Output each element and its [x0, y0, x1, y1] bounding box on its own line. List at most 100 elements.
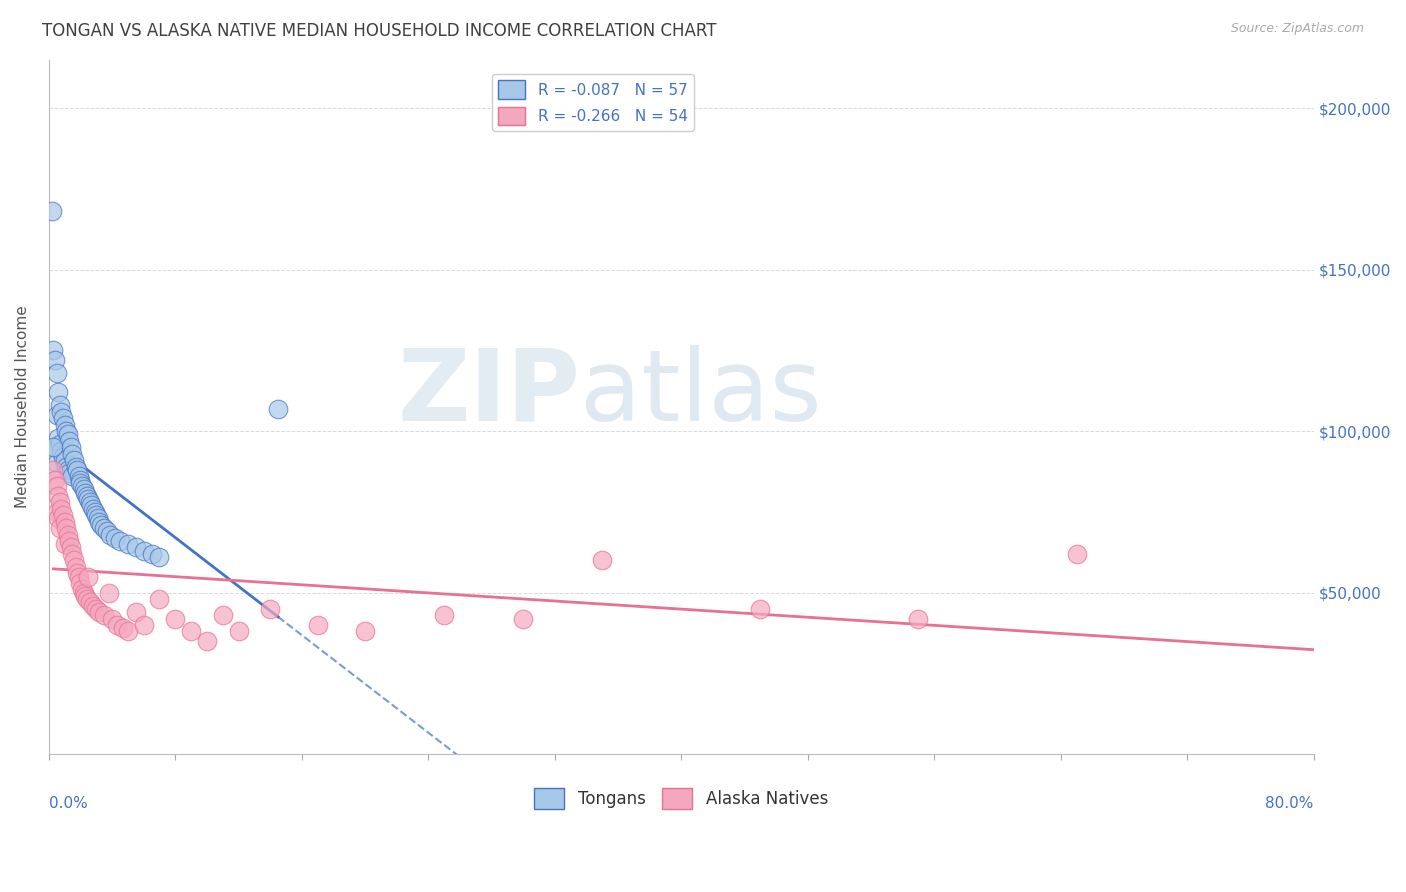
Point: [180, 624, 202, 639]
Point: [42, 463, 65, 477]
Point: [63, 553, 86, 567]
Point: [51, 405, 73, 419]
Point: [62, 469, 84, 483]
Point: [62, 547, 84, 561]
Point: [72, 585, 94, 599]
Point: [267, 401, 290, 416]
Point: [52, 450, 75, 464]
Point: [82, 501, 104, 516]
Point: [80, 499, 103, 513]
Point: [55, 521, 77, 535]
Point: [45, 505, 67, 519]
Point: [44, 353, 66, 368]
Point: [55, 459, 77, 474]
Point: [45, 366, 67, 380]
Point: [749, 602, 772, 616]
Point: [62, 447, 84, 461]
Point: [97, 585, 120, 599]
Point: [41, 204, 63, 219]
Point: [56, 527, 79, 541]
Point: [77, 491, 100, 506]
Point: [65, 559, 87, 574]
Point: [59, 440, 82, 454]
Text: Source: ZipAtlas.com: Source: ZipAtlas.com: [1230, 22, 1364, 36]
Point: [45, 457, 67, 471]
Point: [211, 608, 233, 623]
Point: [117, 624, 139, 639]
Point: [42, 343, 65, 358]
Point: [42, 440, 65, 454]
Point: [195, 634, 218, 648]
Point: [259, 602, 281, 616]
Point: [58, 434, 80, 448]
Point: [69, 475, 91, 490]
Point: [56, 463, 79, 477]
Point: [104, 531, 127, 545]
Point: [66, 566, 89, 581]
Point: [44, 440, 66, 454]
Point: [354, 624, 377, 639]
Point: [70, 582, 93, 597]
Point: [117, 537, 139, 551]
Point: [79, 495, 101, 509]
Point: [55, 424, 77, 438]
Point: [44, 473, 66, 487]
Point: [49, 437, 72, 451]
Point: [53, 537, 76, 551]
Text: ZIP: ZIP: [396, 344, 581, 442]
Point: [83, 505, 105, 519]
Point: [96, 524, 118, 539]
Point: [84, 508, 107, 523]
Point: [148, 550, 170, 565]
Point: [49, 521, 72, 535]
Point: [51, 443, 73, 458]
Point: [53, 417, 76, 432]
Point: [228, 624, 250, 639]
Point: [45, 408, 67, 422]
Point: [58, 533, 80, 548]
Point: [90, 517, 112, 532]
Point: [69, 576, 91, 591]
Point: [46, 511, 69, 525]
Point: [72, 483, 94, 497]
Point: [105, 618, 128, 632]
Point: [75, 589, 97, 603]
Point: [46, 385, 69, 400]
Point: [52, 411, 75, 425]
Point: [125, 541, 148, 555]
Point: [75, 485, 97, 500]
Point: [63, 453, 86, 467]
Point: [93, 608, 115, 623]
Point: [66, 463, 89, 477]
Point: [433, 608, 456, 623]
Legend: Tongans, Alaska Natives: Tongans, Alaska Natives: [527, 781, 835, 815]
Point: [46, 489, 69, 503]
Point: [93, 521, 115, 535]
Text: atlas: atlas: [581, 344, 821, 442]
Point: [132, 543, 155, 558]
Point: [79, 595, 101, 609]
Point: [76, 592, 98, 607]
Point: [58, 466, 80, 480]
Point: [141, 547, 163, 561]
Point: [52, 508, 75, 523]
Point: [70, 479, 93, 493]
Point: [89, 515, 111, 529]
Point: [77, 569, 100, 583]
Point: [49, 398, 72, 412]
Y-axis label: Median Household Income: Median Household Income: [15, 306, 30, 508]
Point: [307, 618, 329, 632]
Point: [59, 541, 82, 555]
Point: [49, 495, 72, 509]
Text: TONGAN VS ALASKA NATIVE MEDIAN HOUSEHOLD INCOME CORRELATION CHART: TONGAN VS ALASKA NATIVE MEDIAN HOUSEHOLD…: [42, 22, 717, 40]
Point: [125, 605, 148, 619]
Point: [591, 553, 613, 567]
Text: 0.0%: 0.0%: [49, 796, 87, 811]
Point: [69, 473, 91, 487]
Point: [53, 515, 76, 529]
Point: [67, 569, 90, 583]
Point: [101, 611, 124, 625]
Point: [56, 427, 79, 442]
Point: [84, 602, 107, 616]
Point: [907, 611, 929, 625]
